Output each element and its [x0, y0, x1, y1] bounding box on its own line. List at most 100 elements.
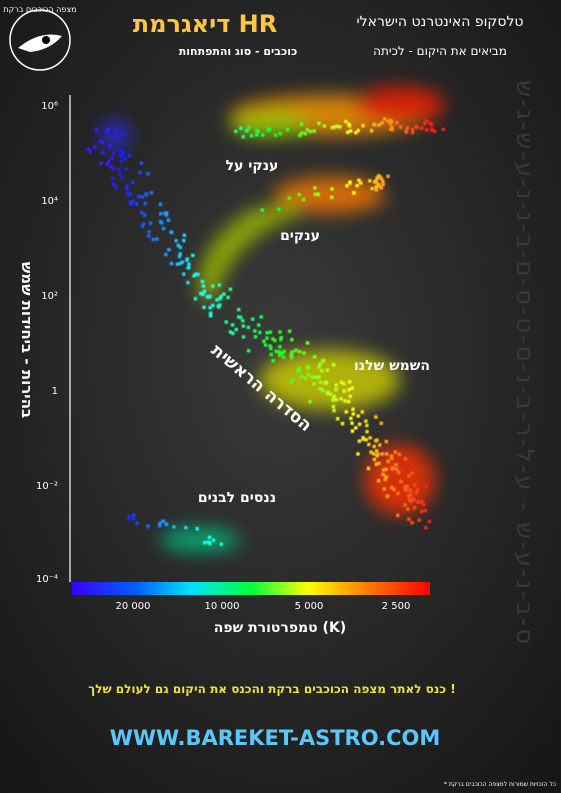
star — [124, 167, 128, 171]
star — [158, 202, 163, 207]
star — [285, 127, 290, 132]
star — [364, 419, 368, 423]
star — [298, 133, 302, 138]
star — [265, 336, 269, 340]
star — [349, 416, 353, 421]
star — [247, 125, 251, 130]
star — [427, 519, 432, 524]
star — [374, 415, 378, 419]
star — [372, 180, 377, 184]
star — [340, 421, 345, 426]
star — [369, 129, 374, 133]
star — [345, 130, 350, 134]
star — [163, 211, 167, 216]
star — [184, 525, 188, 530]
star — [384, 439, 389, 444]
star — [218, 303, 222, 307]
star — [348, 380, 352, 384]
star — [123, 156, 127, 161]
star — [111, 166, 116, 171]
star — [217, 305, 221, 309]
star — [394, 467, 399, 471]
star — [389, 454, 394, 458]
y-tick-label: 10⁶ — [41, 101, 58, 112]
star — [277, 207, 281, 211]
star — [256, 129, 260, 133]
star — [347, 387, 351, 392]
star — [174, 239, 178, 243]
star — [360, 410, 364, 414]
star — [359, 181, 363, 185]
star — [165, 211, 169, 215]
star — [364, 438, 368, 442]
star — [139, 161, 144, 165]
star — [262, 339, 266, 343]
star — [186, 280, 190, 285]
star — [381, 468, 386, 472]
star — [379, 177, 384, 181]
star — [146, 524, 150, 528]
star — [399, 479, 403, 484]
star — [251, 317, 255, 321]
star — [140, 224, 145, 229]
star — [128, 200, 133, 204]
star — [260, 208, 264, 212]
star — [357, 422, 362, 426]
star — [403, 457, 408, 461]
star — [269, 346, 273, 351]
star — [317, 375, 321, 379]
star — [129, 202, 134, 206]
star — [411, 497, 416, 502]
star — [164, 522, 169, 527]
star — [343, 399, 347, 403]
star — [118, 148, 123, 153]
star — [253, 329, 257, 333]
star — [397, 452, 402, 457]
star — [180, 260, 184, 264]
star — [278, 337, 283, 342]
copyright: * כל הזכויות שמורות למצפה הכוכבים ברקת — [444, 781, 556, 788]
star — [178, 252, 182, 256]
star — [420, 126, 424, 130]
star — [131, 199, 135, 203]
star — [375, 454, 379, 458]
star — [246, 349, 251, 353]
star — [302, 351, 306, 355]
star — [322, 124, 327, 128]
star — [372, 444, 376, 449]
star — [332, 125, 337, 129]
star — [142, 213, 147, 217]
star — [399, 125, 403, 129]
star — [315, 375, 319, 380]
star — [158, 212, 163, 216]
star — [409, 499, 413, 504]
star — [263, 343, 268, 347]
star — [325, 368, 329, 372]
star — [208, 305, 212, 310]
star — [310, 375, 314, 379]
star — [111, 182, 116, 186]
star — [374, 185, 378, 189]
star — [424, 485, 429, 489]
star — [280, 351, 284, 355]
stars — [86, 117, 446, 546]
star — [378, 443, 382, 447]
star — [423, 508, 427, 513]
star — [342, 389, 346, 393]
star — [137, 194, 141, 199]
star — [259, 315, 263, 319]
star — [406, 507, 410, 511]
star — [396, 491, 400, 496]
star — [410, 520, 414, 525]
star — [125, 183, 129, 188]
x-tick-label: 2 500 — [382, 601, 411, 612]
star — [92, 145, 97, 149]
star — [158, 524, 162, 528]
star — [202, 289, 207, 293]
star — [192, 274, 196, 278]
star — [217, 283, 222, 287]
star — [104, 129, 109, 134]
star — [257, 323, 261, 327]
star — [105, 162, 109, 167]
star — [164, 213, 169, 217]
